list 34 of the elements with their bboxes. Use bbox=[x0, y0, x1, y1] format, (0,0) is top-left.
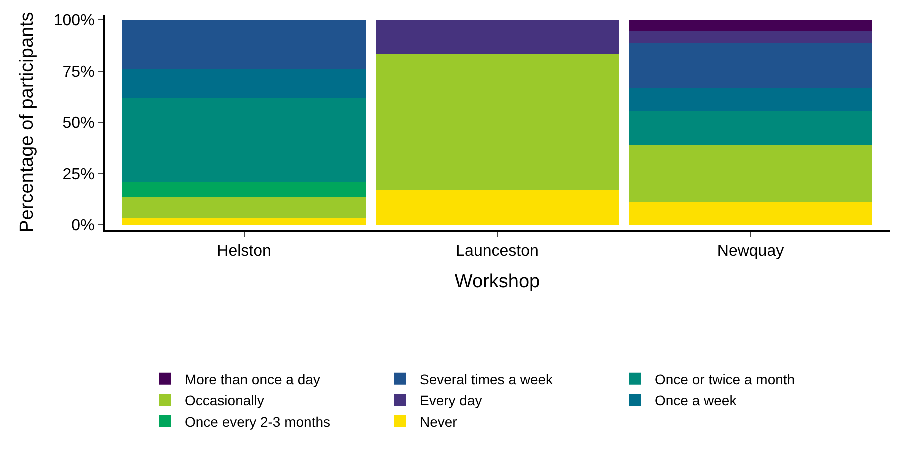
legend-label: Several times a week bbox=[420, 371, 554, 388]
bar bbox=[122, 182, 366, 197]
y-tick-label: 0% bbox=[72, 217, 95, 234]
legend-label: Once or twice a month bbox=[655, 371, 796, 388]
bar bbox=[122, 20, 366, 70]
bar bbox=[122, 98, 366, 183]
bar bbox=[629, 20, 872, 32]
bar bbox=[629, 88, 872, 112]
y-tick-label: 75% bbox=[62, 64, 95, 81]
bar bbox=[629, 111, 872, 146]
bar bbox=[629, 42, 872, 88]
bar bbox=[376, 20, 620, 54]
legend-label: More than once a day bbox=[185, 371, 320, 388]
x-tick-label: Launceston bbox=[456, 243, 539, 260]
bar bbox=[122, 70, 366, 98]
y-axis-title: Percentage of participants bbox=[17, 12, 38, 233]
x-tick-label: Newquay bbox=[717, 243, 784, 260]
legend-label: Never bbox=[420, 414, 458, 430]
y-tick-label: 100% bbox=[54, 12, 95, 30]
bar bbox=[122, 196, 366, 218]
bar bbox=[376, 54, 620, 191]
legend-label: Once every 2-3 months bbox=[185, 414, 331, 430]
legend-label: Every day bbox=[420, 392, 482, 409]
bar bbox=[629, 202, 872, 225]
bar bbox=[122, 218, 366, 225]
y-tick-label: 50% bbox=[62, 115, 95, 132]
legend-label: Occasionally bbox=[185, 392, 264, 409]
bar bbox=[376, 190, 620, 225]
legend-label: Once a week bbox=[655, 392, 738, 409]
bar bbox=[629, 31, 872, 43]
bar bbox=[629, 145, 872, 202]
y-tick-label: 25% bbox=[62, 166, 95, 184]
x-tick-label: Helston bbox=[217, 243, 272, 260]
x-axis-title: Workshop bbox=[454, 272, 540, 292]
